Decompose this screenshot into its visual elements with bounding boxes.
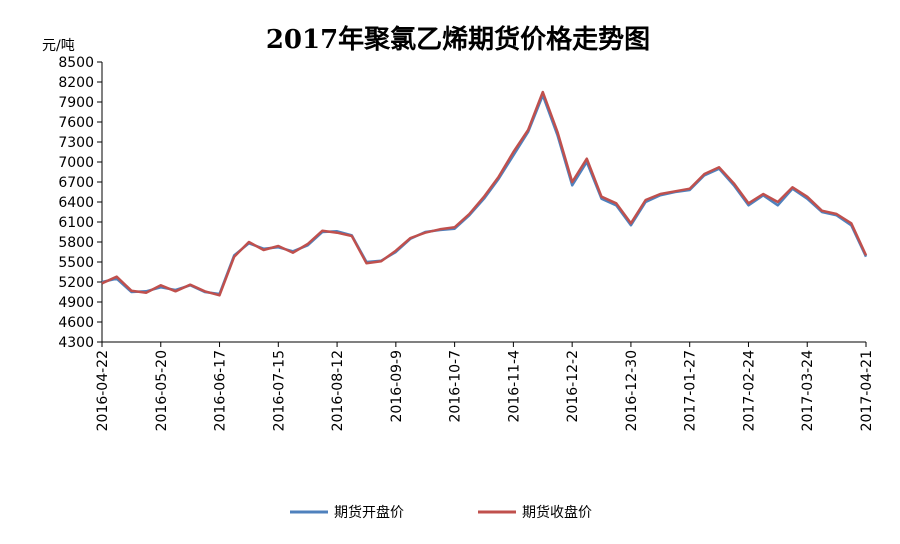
x-axis-ticks: 2016-04-22 2016-05-20 2016-06-17 2016-07-15…	[95, 342, 875, 431]
x-tick-label: 2016-11-4	[506, 350, 522, 423]
y-axis-ticks: 4300 4600 4900 5200 5500 5800 6100 6400 6700 7000…	[58, 55, 102, 351]
y-tick-label: 7300	[58, 135, 94, 151]
y-tick-label: 4300	[58, 335, 94, 351]
y-tick-label: 8200	[58, 75, 94, 91]
x-tick-label: 2016-07-15	[271, 350, 287, 431]
legend-label: 期货收盘价	[522, 504, 592, 521]
x-tick-label: 2016-09-9	[389, 350, 405, 422]
x-tick-label: 2017-02-24	[741, 350, 757, 431]
y-tick-label: 5800	[58, 235, 94, 251]
y-axis-unit: 元/吨	[42, 38, 75, 54]
chart-title: 2017年聚氯乙烯期货价格走势图	[266, 24, 650, 55]
x-tick-label: 2016-06-17	[213, 350, 229, 431]
y-tick-label: 6100	[58, 215, 94, 231]
series-group	[101, 90, 868, 297]
y-tick-label: 5200	[58, 275, 94, 291]
x-tick-label: 2016-12-2	[565, 350, 581, 422]
y-tick-label: 8500	[58, 55, 94, 71]
y-tick-label: 7900	[58, 95, 94, 111]
x-tick-label: 2016-10-7	[448, 350, 464, 422]
legend-label: 期货开盘价	[334, 504, 404, 521]
x-tick-label: 2017-01-27	[683, 350, 699, 431]
x-tick-label: 2016-05-20	[154, 350, 170, 431]
y-tick-label: 7000	[58, 155, 94, 171]
y-tick-label: 6700	[58, 175, 94, 191]
x-tick-label: 2017-04-21	[859, 350, 875, 431]
x-tick-label: 2016-08-12	[330, 350, 346, 431]
y-tick-label: 4600	[58, 315, 94, 331]
y-tick-label: 4900	[58, 295, 94, 311]
y-tick-label: 5500	[58, 255, 94, 271]
x-tick-label: 2016-04-22	[95, 350, 111, 431]
x-tick-label: 2017-03-24	[800, 350, 816, 431]
y-tick-label: 6400	[58, 195, 94, 211]
legend: 期货开盘价 期货收盘价	[290, 504, 592, 521]
series-close-price-line	[101, 90, 868, 297]
y-tick-label: 7600	[58, 115, 94, 131]
x-tick-label: 2016-12-30	[624, 350, 640, 431]
